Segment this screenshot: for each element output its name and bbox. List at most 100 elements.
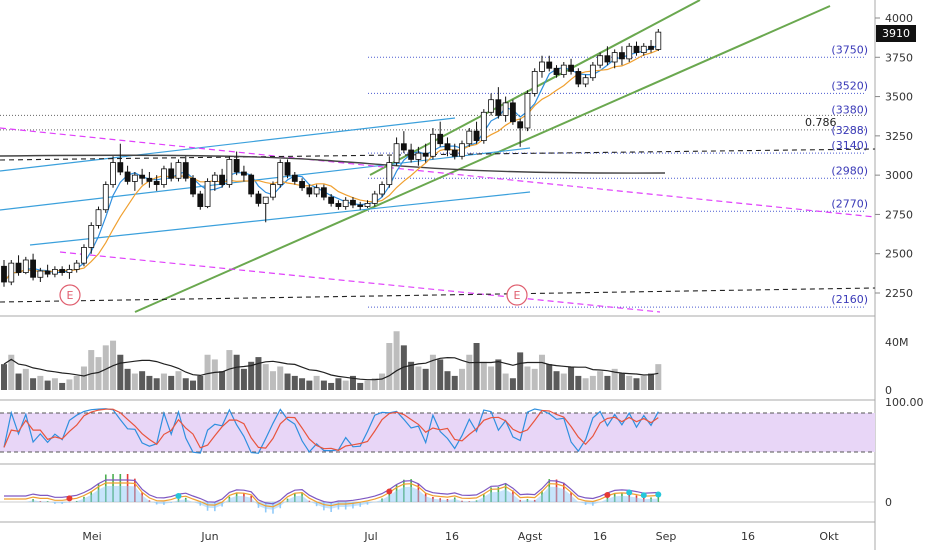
candle-body[interactable] (175, 162, 182, 179)
candle-body[interactable] (270, 184, 276, 198)
candle-body[interactable] (459, 143, 465, 157)
candle-body[interactable] (393, 143, 400, 163)
candle-body[interactable] (611, 52, 618, 63)
candle-body[interactable] (524, 93, 531, 129)
candle-body[interactable] (539, 61, 545, 72)
candle-body[interactable] (517, 121, 524, 129)
candle-body[interactable] (328, 196, 335, 204)
volume-bar (219, 371, 226, 390)
candle-body[interactable] (619, 52, 625, 60)
candle-body[interactable] (648, 45, 654, 50)
candle-body[interactable] (146, 177, 153, 182)
candle-body[interactable] (582, 77, 589, 85)
candle-body[interactable] (568, 64, 574, 72)
candle-body[interactable] (102, 184, 109, 211)
candle-body[interactable] (15, 262, 22, 273)
candle-body[interactable] (466, 130, 473, 145)
candle-body[interactable] (575, 71, 582, 85)
candle-body[interactable] (190, 177, 196, 195)
candle-body[interactable] (88, 225, 95, 248)
candle-body[interactable] (408, 149, 415, 160)
candle-body[interactable] (139, 174, 146, 179)
volume-bar (306, 380, 313, 390)
candle-body[interactable] (110, 162, 116, 185)
candle-body[interactable] (655, 31, 662, 50)
candle-body[interactable] (81, 247, 87, 264)
candle-body[interactable] (379, 184, 385, 195)
candle-body[interactable] (51, 269, 58, 275)
candle-body[interactable] (241, 171, 247, 176)
candle-body[interactable] (37, 270, 44, 278)
candle-body[interactable] (633, 45, 640, 53)
candle-body[interactable] (233, 159, 240, 173)
candle-body[interactable] (357, 204, 364, 207)
candle-body[interactable] (277, 162, 284, 185)
candle-body[interactable] (488, 99, 494, 113)
candle-body[interactable] (320, 187, 327, 198)
candle-body[interactable] (553, 67, 560, 75)
candle-body[interactable] (531, 71, 538, 94)
candle-body[interactable] (284, 162, 291, 176)
candle-body[interactable] (422, 152, 429, 157)
candle-body[interactable] (66, 269, 73, 273)
candle-body[interactable] (640, 45, 647, 53)
candle-body[interactable] (371, 193, 378, 204)
candle-body[interactable] (117, 162, 124, 173)
candle-body[interactable] (95, 209, 102, 226)
candle-body[interactable] (589, 64, 596, 79)
candle-body[interactable] (546, 61, 553, 69)
candle-body[interactable] (182, 162, 189, 179)
candle-body[interactable] (248, 174, 255, 195)
candle-body[interactable] (597, 55, 604, 66)
candle-body[interactable] (604, 55, 611, 63)
candle-body[interactable] (22, 259, 29, 273)
candle-body[interactable] (299, 181, 305, 189)
candle-body[interactable] (153, 181, 160, 185)
candle-body[interactable] (73, 262, 80, 270)
candle-body[interactable] (415, 152, 422, 160)
candle-body[interactable] (30, 259, 36, 278)
candle-body[interactable] (226, 159, 233, 185)
candle-body[interactable] (480, 111, 487, 141)
volume-axis-tick: 0 (885, 384, 892, 397)
candle-body[interactable] (204, 181, 211, 207)
candle-body[interactable] (502, 102, 509, 116)
candle-body[interactable] (386, 162, 393, 185)
candle-body[interactable] (335, 203, 342, 207)
candle-body[interactable] (313, 187, 320, 195)
candle-body[interactable] (451, 149, 458, 157)
candle-body[interactable] (8, 262, 15, 283)
candle-body[interactable] (473, 130, 480, 141)
candle-body[interactable] (350, 199, 356, 206)
candle-body[interactable] (430, 133, 436, 157)
volume-bar (502, 373, 509, 390)
candle-body[interactable] (59, 269, 66, 273)
candle-body[interactable] (211, 174, 218, 182)
candle-body[interactable] (291, 174, 298, 182)
candle-body[interactable] (44, 270, 51, 275)
macd-area (4, 486, 659, 510)
candle-body[interactable] (197, 193, 204, 207)
candle-body[interactable] (495, 99, 502, 116)
candle-body[interactable] (131, 174, 138, 182)
earnings-marker-circle[interactable] (506, 284, 528, 306)
candle-body[interactable] (168, 168, 175, 179)
candle-body[interactable] (364, 203, 371, 207)
earnings-marker-circle[interactable] (59, 284, 81, 306)
candle-body[interactable] (626, 45, 633, 60)
candle-body[interactable] (509, 102, 516, 123)
candle-body[interactable] (161, 168, 167, 185)
candle-body[interactable] (560, 64, 567, 75)
candle-body[interactable] (306, 187, 313, 195)
candle-body[interactable] (444, 143, 451, 151)
candle-body[interactable] (342, 199, 349, 207)
candle-body[interactable] (124, 171, 131, 182)
candle-body[interactable] (219, 174, 226, 185)
candle-body[interactable] (255, 193, 262, 204)
candle-body[interactable] (1, 265, 7, 283)
candle-body[interactable] (400, 143, 407, 151)
candle-body[interactable] (437, 133, 444, 145)
candle-body[interactable] (262, 196, 269, 204)
